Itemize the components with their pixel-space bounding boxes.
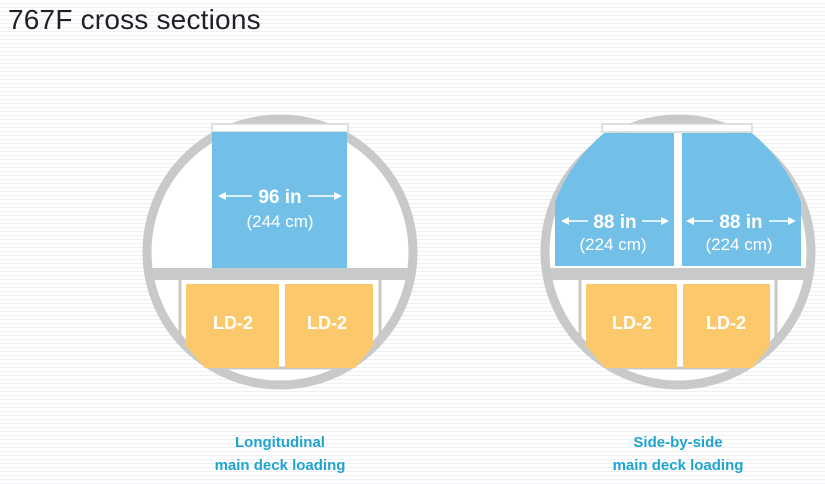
caption-side-by-side: Side-by-side main deck loading [558,431,798,477]
main-deck-pallet: 96 in (244 cm) [212,132,347,268]
main-deck-width-cm: (244 cm) [246,212,313,231]
caption-longitudinal: Longitudinal main deck loading [160,431,400,477]
ld2-container: LD-2 [285,284,373,368]
ld2-container: LD-2 [586,284,677,368]
main-deck-width-in: 96 in [258,187,301,208]
caption-line: main deck loading [214,457,346,474]
ld2-container: LD-2 [186,284,279,368]
page-title: 767F cross sections [8,4,261,35]
fuselage-side-by-side: 88 in (224 cm) 88 in (224 cm) LD-2 LD-2 [540,114,816,390]
caption-line: Longitudinal [235,434,325,451]
caption-line: Side-by-side [633,434,723,451]
ld2-label: LD-2 [307,313,347,333]
main-deck-width-in: 88 in [593,212,636,233]
ld2-label: LD-2 [213,313,253,333]
ld2-label: LD-2 [612,313,652,333]
main-deck-width-cm: (224 cm) [579,235,646,254]
main-deck-floor [545,268,811,280]
main-deck-pallet: 88 in (224 cm) [555,133,674,266]
ld2-container: LD-2 [683,284,770,368]
ld2-label: LD-2 [706,313,746,333]
main-deck-width-cm: (224 cm) [705,235,772,254]
caption-line: main deck loading [612,457,744,474]
fuselage-longitudinal: 96 in (244 cm) LD-2 LD-2 [142,114,418,390]
main-deck-pallet: 88 in (224 cm) [682,133,801,266]
main-deck-floor [147,268,413,280]
main-deck-width-in: 88 in [719,212,762,233]
